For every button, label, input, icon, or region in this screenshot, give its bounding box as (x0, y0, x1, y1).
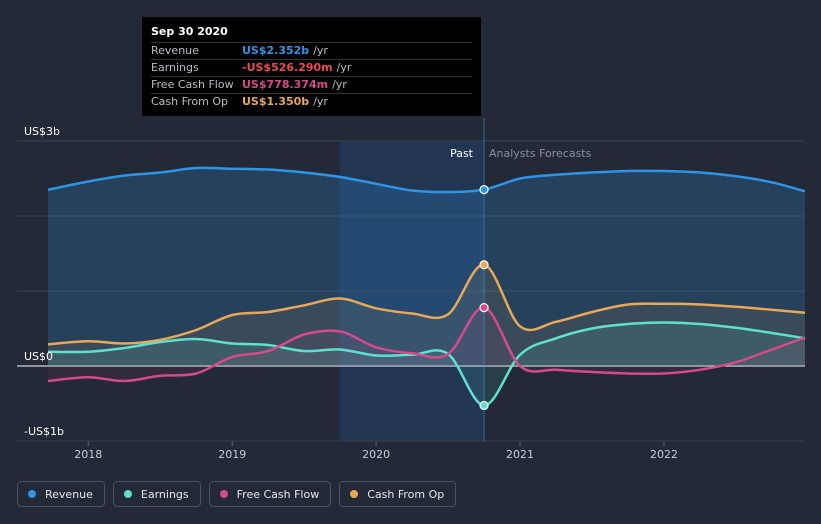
tooltip-unit: /yr (332, 78, 347, 91)
legend-item-revenue[interactable]: Revenue (17, 481, 105, 507)
legend-dot-icon (28, 490, 36, 498)
gridlines (17, 118, 805, 446)
tooltip-value: US$778.374m (242, 78, 329, 91)
y-tick-label: US$3b (24, 125, 60, 138)
legend-dot-icon (219, 490, 228, 498)
legend-item-earnings[interactable]: Earnings (112, 481, 201, 507)
series-lines (47, 166, 806, 407)
x-tick-label: 2018 (74, 448, 102, 461)
area-free-cash-flow (48, 307, 805, 382)
legend-label: Cash From Op (367, 487, 445, 501)
legend-item-cash-from-op[interactable]: Cash From Op (339, 481, 457, 507)
line-revenue (47, 166, 806, 194)
line-cash-from-op (47, 263, 806, 346)
tooltip-label: Cash From Op (151, 95, 229, 108)
x-tick-label: 2021 (506, 448, 534, 461)
y-tick-label: -US$1b (24, 425, 64, 438)
tooltip-row-revenue: Revenue US$2.352b /yr (151, 42, 472, 59)
tooltip-label: Earnings (151, 61, 199, 74)
tooltip-value: US$2.352b (242, 44, 310, 57)
region-label-past: Past (450, 147, 474, 160)
legend-label: Revenue (45, 487, 93, 501)
tooltip-unit: /yr (313, 44, 328, 57)
tooltip-label: Revenue (151, 44, 199, 57)
tooltip-row-free-cash-flow: Free Cash Flow US$778.374m /yr (151, 76, 472, 93)
legend-label: Free Cash Flow (236, 487, 320, 501)
tooltip-label: Free Cash Flow (151, 78, 234, 91)
data-tooltip: Sep 30 2020 Revenue US$2.352b /yr Earnin… (142, 17, 481, 116)
area-revenue (48, 167, 805, 366)
line-earnings (47, 321, 806, 407)
area-fills (48, 167, 805, 406)
area-cash-from-op (48, 264, 805, 366)
legend-dot-icon (123, 490, 132, 498)
point-free-cash-flow (479, 303, 489, 313)
tooltip-unit: /yr (336, 61, 352, 74)
tooltip-date: Sep 30 2020 (151, 25, 228, 38)
line-free-cash-flow (47, 306, 806, 383)
tooltip-value: -US$526.290m (242, 61, 333, 74)
highlight-points (479, 185, 489, 411)
y-tick-label: US$0 (24, 350, 53, 363)
tooltip-value: US$1.350b (242, 95, 310, 108)
legend-label: Earnings (140, 487, 189, 501)
tooltip-row-cash-from-op: Cash From Op US$1.350b /yr (151, 93, 472, 110)
point-revenue (479, 185, 489, 195)
area-earnings (48, 322, 805, 406)
chart-legend: Revenue Earnings Free Cash Flow Cash Fro… (17, 481, 457, 507)
x-tick-label: 2020 (362, 448, 390, 461)
region-label-forecast: Analysts Forecasts (489, 147, 592, 160)
x-tick-label: 2019 (218, 448, 246, 461)
legend-dot-icon (350, 490, 359, 498)
point-cash-from-op (479, 260, 489, 270)
point-earnings (479, 400, 489, 411)
axis-labels: Past Analysts Forecasts US$3b US$0 -US$1b 2… (24, 125, 678, 461)
tooltip-unit: /yr (313, 95, 328, 108)
x-tick-label: 2022 (650, 448, 678, 461)
legend-item-free-cash-flow[interactable]: Free Cash Flow (208, 481, 332, 507)
tooltip-row-earnings: Earnings -US$526.290m /yr (151, 59, 472, 76)
